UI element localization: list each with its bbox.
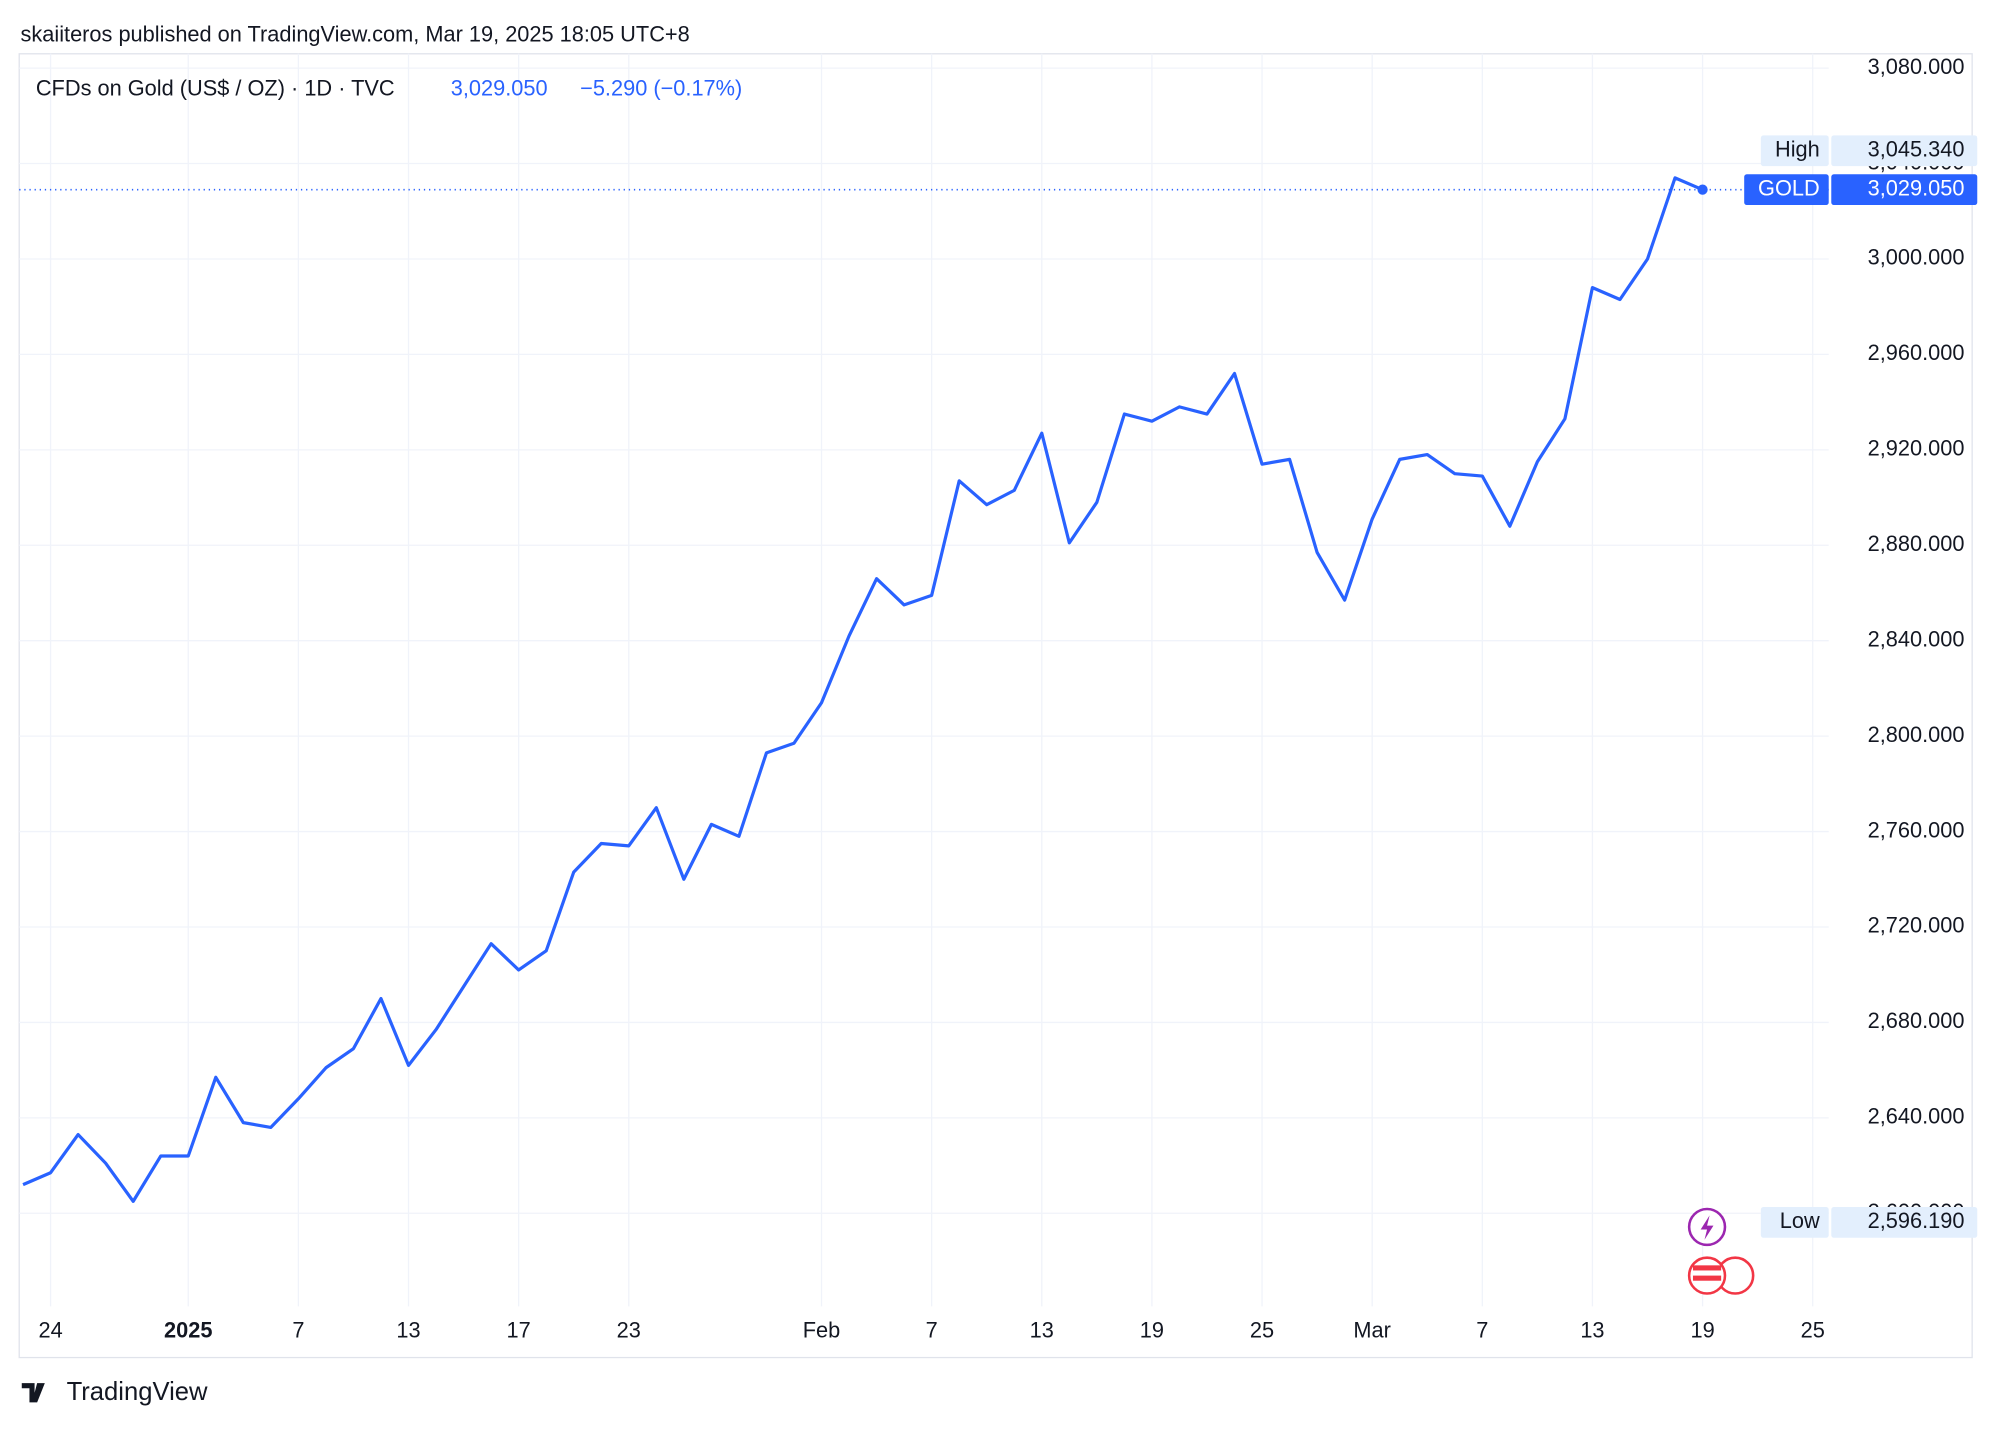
event-icons (1687, 1207, 1755, 1295)
y-tick-label: 2,920.000 (1868, 436, 1965, 461)
badge-name: GOLD (1758, 175, 1820, 200)
x-tick-label: 25 (1250, 1318, 1274, 1343)
x-tick-label: 23 (617, 1318, 641, 1343)
x-tick-label: 13 (1580, 1318, 1604, 1343)
badge-name: High (1775, 137, 1820, 162)
x-tick-label: 19 (1690, 1318, 1714, 1343)
price-line (22, 176, 1704, 1203)
y-tick-label: 2,640.000 (1868, 1104, 1965, 1129)
y-tick-label: 2,840.000 (1868, 626, 1965, 651)
y-tick-label: 2,960.000 (1868, 340, 1965, 365)
brand: TradingView (67, 1378, 208, 1406)
symbol: CFDs on Gold (US$ / OZ) · 1D · TVC (36, 75, 395, 100)
x-tick-label: 13 (396, 1318, 420, 1343)
badge-name-bg (1744, 174, 1829, 206)
badge-value-bg (1831, 135, 1978, 167)
change: −5.290 (−0.17%) (580, 75, 742, 100)
y-tick-label: 2,760.000 (1868, 817, 1965, 842)
y-tick-label: 2,800.000 (1868, 722, 1965, 747)
badge-value: 3,029.050 (1868, 175, 1965, 200)
logo: TradingView (21, 1378, 208, 1406)
frame (18, 53, 1973, 1359)
y-tick-label: 3,080.000 (1868, 54, 1965, 79)
x-tick-label: Mar (1353, 1318, 1390, 1343)
x-tick-label: 7 (1476, 1318, 1488, 1343)
badge-name-bg (1760, 1207, 1829, 1238)
badge-value-bg (1831, 174, 1978, 206)
x-tick-label: 19 (1140, 1318, 1164, 1343)
badge-value-bg (1831, 1207, 1978, 1238)
y-tick-label: 2,880.000 (1868, 531, 1965, 556)
y-tick-label: 2,680.000 (1868, 1008, 1965, 1033)
price: 3,029.050 (451, 75, 548, 100)
last-point (1697, 184, 1708, 195)
badge-name-bg (1760, 135, 1829, 167)
y-tick-label: 3,000.000 (1868, 245, 1965, 270)
badge-value: 2,596.190 (1868, 1208, 1965, 1233)
x-tick-label: 17 (507, 1318, 531, 1343)
x-tick-label: 25 (1801, 1318, 1825, 1343)
x-tick-label: 13 (1030, 1318, 1054, 1343)
publisher: skaiiteros published on TradingView.com,… (20, 22, 689, 47)
x-tick-label: 7 (292, 1318, 304, 1343)
x-tick-label: 7 (926, 1318, 938, 1343)
y-tick-label: 2,720.000 (1868, 913, 1965, 938)
x-tick-label: 24 (38, 1318, 62, 1343)
badge-value: 3,045.340 (1868, 137, 1965, 162)
badge-name: Low (1780, 1208, 1820, 1233)
x-tick-label: Feb (803, 1318, 841, 1343)
x-tick-label: 2025 (164, 1318, 212, 1343)
